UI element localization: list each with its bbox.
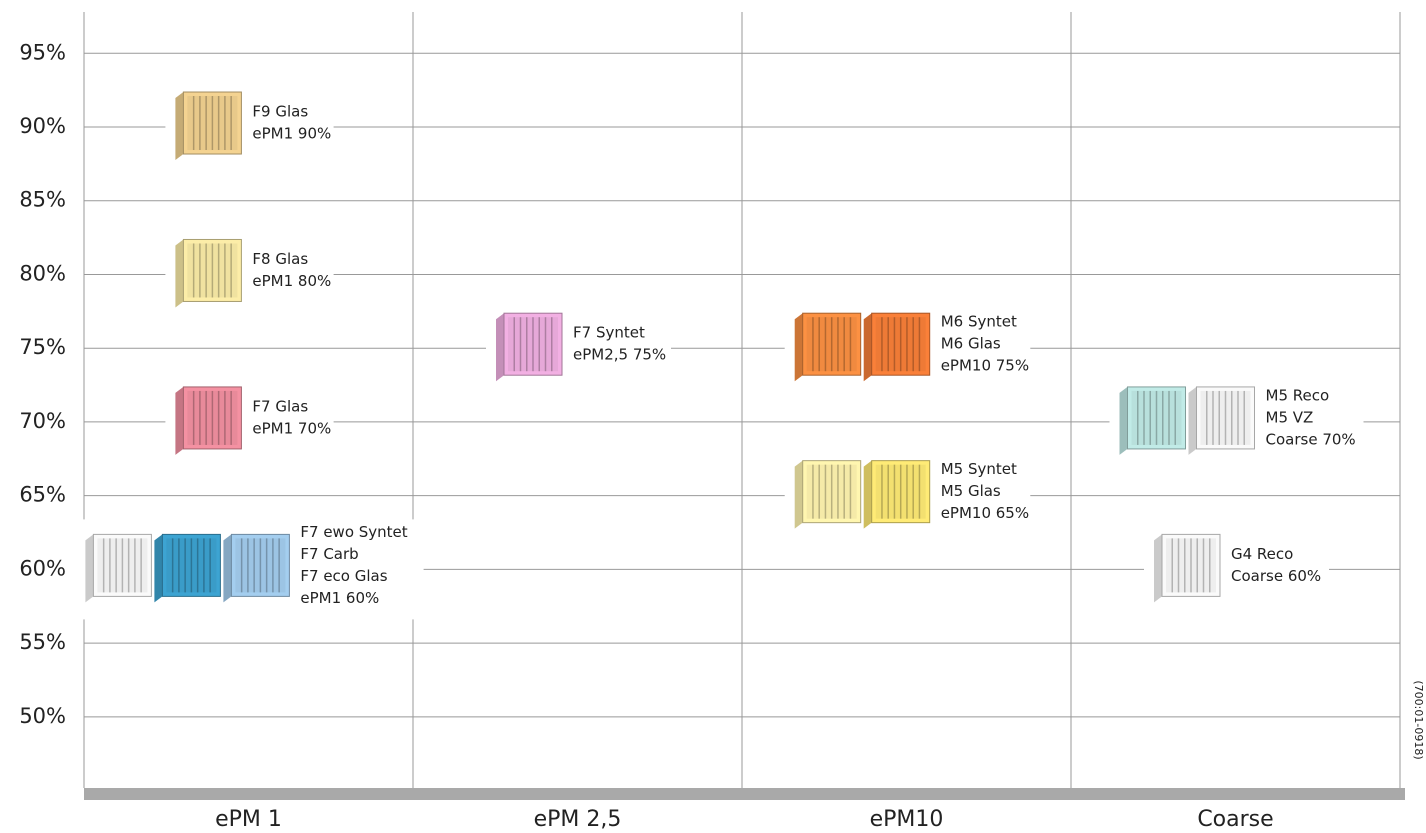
footnote: (700:01-0918)	[1412, 680, 1425, 759]
filter-side	[223, 534, 231, 602]
filter-side	[154, 534, 162, 602]
item-label: F7 Carb	[300, 545, 358, 563]
item-label: M5 Syntet	[941, 460, 1017, 478]
item-label: M5 VZ	[1266, 408, 1314, 426]
x-tick-label: ePM 1	[215, 807, 282, 832]
item-label: Coarse 70%	[1266, 430, 1356, 448]
y-tick-label: 75%	[19, 335, 66, 359]
item-label: ePM2,5 75%	[573, 346, 666, 364]
y-tick-label: 90%	[19, 114, 66, 138]
y-tick-label: 60%	[19, 556, 66, 580]
item-label: F7 Glas	[252, 397, 308, 415]
item-label: M5 Glas	[941, 482, 1001, 500]
item-label: F9 Glas	[252, 103, 308, 121]
filter-side	[864, 313, 872, 381]
item-label: ePM1 60%	[300, 589, 379, 607]
item-label: F7 ewo Syntet	[300, 523, 407, 541]
y-tick-label: 85%	[19, 188, 66, 212]
filter-item: M6 Syntet M6 Glas ePM10 75%	[785, 308, 1031, 388]
filter-item: F7 Glas ePM1 70%	[165, 382, 333, 462]
item-label: M5 Reco	[1266, 386, 1330, 404]
filter-item: F8 Glas ePM1 80%	[165, 234, 333, 314]
item-label: M6 Glas	[941, 335, 1001, 353]
x-tick-label: ePM10	[870, 807, 944, 832]
filter-side	[85, 534, 93, 602]
filter-item: F7 Syntet ePM2,5 75%	[486, 308, 671, 388]
item-label: ePM1 70%	[252, 419, 331, 437]
filter-side	[1154, 534, 1162, 602]
x-tick-label: ePM 2,5	[534, 807, 622, 832]
filter-item: M5 Syntet M5 Glas ePM10 65%	[785, 456, 1031, 536]
y-tick-label: 55%	[19, 630, 66, 654]
y-tick-label: 65%	[19, 483, 66, 507]
filter-side	[795, 461, 803, 529]
y-tick-label: 50%	[19, 704, 66, 728]
chart: (700:01-0918) 50% 55% 60% 65% 70% 75% 80% 85% 90…	[0, 0, 1426, 833]
filter-side	[175, 92, 183, 160]
item-label: ePM10 75%	[941, 357, 1029, 375]
x-axis-bar	[84, 788, 1405, 800]
item-label: F8 Glas	[252, 250, 308, 268]
item-label: ePM1 90%	[252, 125, 331, 143]
filter-item: F7 ewo Syntet F7 Carb F7 eco Glas ePM1 60%	[75, 519, 423, 619]
filter-side	[175, 387, 183, 455]
filter-item: M5 Reco M5 VZ Coarse 70%	[1110, 382, 1364, 462]
item-label: ePM10 65%	[941, 504, 1029, 522]
x-tick-label: Coarse	[1197, 807, 1273, 832]
filter-item: F9 Glas ePM1 90%	[165, 87, 333, 167]
filter-side	[795, 313, 803, 381]
filter-side	[1120, 387, 1128, 455]
filter-side	[175, 239, 183, 307]
filter-item: G4 Reco Coarse 60%	[1144, 529, 1329, 609]
item-label: F7 eco Glas	[300, 567, 387, 585]
y-tick-label: 80%	[19, 261, 66, 285]
item-label: M6 Syntet	[941, 313, 1017, 331]
item-label: ePM1 80%	[252, 272, 331, 290]
y-tick-label: 70%	[19, 409, 66, 433]
item-label: F7 Syntet	[573, 324, 645, 342]
filter-side	[864, 461, 872, 529]
filter-side	[496, 313, 504, 381]
filter-side	[1189, 387, 1197, 455]
item-label: Coarse 60%	[1231, 567, 1321, 585]
item-label: G4 Reco	[1231, 545, 1293, 563]
y-tick-label: 95%	[19, 40, 66, 64]
